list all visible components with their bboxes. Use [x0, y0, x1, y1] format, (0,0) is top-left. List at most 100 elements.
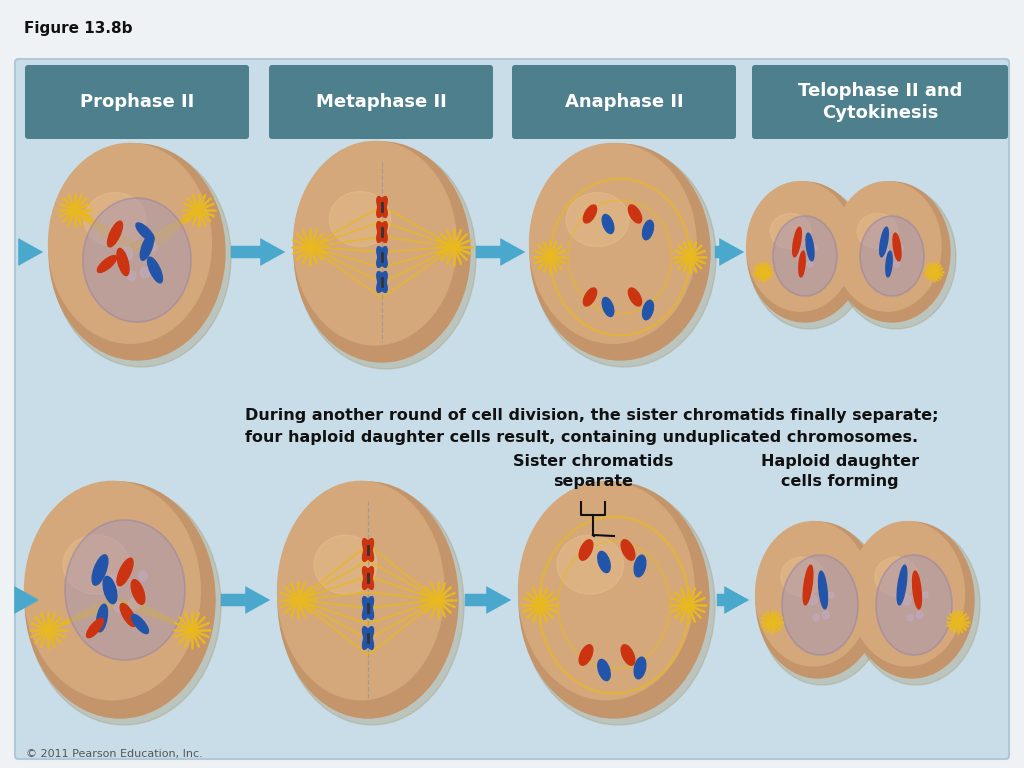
Ellipse shape	[65, 520, 185, 660]
Ellipse shape	[96, 604, 108, 632]
FancyBboxPatch shape	[512, 65, 736, 139]
Ellipse shape	[115, 602, 124, 613]
Ellipse shape	[834, 182, 950, 322]
Ellipse shape	[296, 145, 476, 369]
Ellipse shape	[97, 256, 117, 273]
Ellipse shape	[362, 597, 374, 619]
Ellipse shape	[140, 233, 154, 260]
Ellipse shape	[893, 233, 901, 261]
FancyArrowPatch shape	[230, 238, 286, 266]
Ellipse shape	[800, 263, 805, 269]
Ellipse shape	[131, 614, 148, 634]
Ellipse shape	[92, 554, 108, 585]
Ellipse shape	[120, 604, 136, 627]
Text: Figure 13.8b: Figure 13.8b	[24, 21, 132, 35]
Ellipse shape	[876, 555, 952, 655]
Ellipse shape	[584, 205, 597, 223]
Ellipse shape	[377, 272, 387, 293]
Ellipse shape	[117, 248, 129, 276]
Ellipse shape	[880, 227, 889, 257]
Ellipse shape	[362, 627, 374, 650]
Ellipse shape	[916, 611, 923, 619]
Text: © 2011 Pearson Education, Inc.: © 2011 Pearson Education, Inc.	[26, 749, 203, 759]
Circle shape	[434, 596, 442, 604]
Ellipse shape	[329, 191, 391, 247]
Ellipse shape	[882, 248, 890, 257]
Ellipse shape	[49, 144, 225, 360]
FancyArrowPatch shape	[476, 238, 525, 266]
Ellipse shape	[108, 221, 123, 247]
Ellipse shape	[886, 251, 892, 277]
Ellipse shape	[362, 627, 374, 650]
Ellipse shape	[518, 482, 694, 700]
Ellipse shape	[629, 205, 642, 223]
Text: Metaphase II: Metaphase II	[315, 93, 446, 111]
Ellipse shape	[746, 182, 854, 311]
Ellipse shape	[793, 227, 802, 257]
Ellipse shape	[770, 214, 811, 249]
Ellipse shape	[532, 147, 716, 367]
Ellipse shape	[773, 216, 837, 296]
Circle shape	[547, 253, 554, 260]
Ellipse shape	[598, 551, 610, 573]
Ellipse shape	[580, 540, 593, 560]
Ellipse shape	[129, 598, 139, 610]
Circle shape	[72, 207, 79, 214]
Ellipse shape	[84, 193, 145, 247]
Circle shape	[761, 270, 765, 274]
Ellipse shape	[782, 555, 858, 655]
Ellipse shape	[807, 261, 813, 267]
Ellipse shape	[63, 535, 129, 594]
Ellipse shape	[377, 272, 387, 293]
FancyArrowPatch shape	[465, 586, 511, 614]
Ellipse shape	[530, 144, 710, 360]
Ellipse shape	[566, 193, 629, 247]
Ellipse shape	[362, 567, 374, 589]
Circle shape	[196, 207, 203, 214]
Ellipse shape	[834, 182, 941, 311]
Ellipse shape	[852, 525, 980, 685]
Ellipse shape	[894, 261, 900, 267]
Ellipse shape	[377, 197, 387, 217]
Text: Anaphase II: Anaphase II	[564, 93, 683, 111]
Ellipse shape	[812, 246, 817, 250]
FancyBboxPatch shape	[25, 65, 249, 139]
Text: four haploid daughter cells result, containing unduplicated chromosomes.: four haploid daughter cells result, cont…	[245, 430, 919, 445]
Ellipse shape	[362, 597, 374, 619]
Ellipse shape	[634, 555, 646, 577]
Ellipse shape	[923, 592, 928, 598]
Ellipse shape	[780, 557, 824, 596]
Ellipse shape	[756, 522, 880, 678]
Ellipse shape	[813, 614, 819, 621]
Ellipse shape	[529, 144, 696, 343]
FancyArrowPatch shape	[715, 238, 744, 266]
Ellipse shape	[314, 535, 377, 594]
Ellipse shape	[294, 141, 457, 345]
Ellipse shape	[27, 485, 221, 725]
Ellipse shape	[808, 595, 817, 605]
Circle shape	[536, 601, 544, 609]
Circle shape	[188, 626, 196, 634]
Ellipse shape	[278, 482, 458, 718]
Ellipse shape	[602, 297, 613, 316]
FancyArrowPatch shape	[14, 586, 39, 614]
Ellipse shape	[629, 288, 642, 306]
Circle shape	[686, 253, 693, 260]
Ellipse shape	[521, 485, 715, 725]
Ellipse shape	[147, 257, 163, 283]
Circle shape	[684, 601, 692, 609]
Ellipse shape	[377, 197, 387, 217]
Ellipse shape	[756, 521, 870, 666]
Ellipse shape	[519, 482, 709, 718]
Text: Sister chromatids
separate: Sister chromatids separate	[513, 454, 673, 488]
Ellipse shape	[377, 247, 387, 267]
Ellipse shape	[377, 222, 387, 243]
Ellipse shape	[803, 565, 813, 605]
Ellipse shape	[857, 214, 898, 249]
Ellipse shape	[140, 267, 150, 278]
Ellipse shape	[622, 540, 635, 560]
Ellipse shape	[87, 618, 103, 637]
Ellipse shape	[103, 577, 117, 604]
Ellipse shape	[828, 592, 835, 598]
Circle shape	[294, 596, 302, 604]
